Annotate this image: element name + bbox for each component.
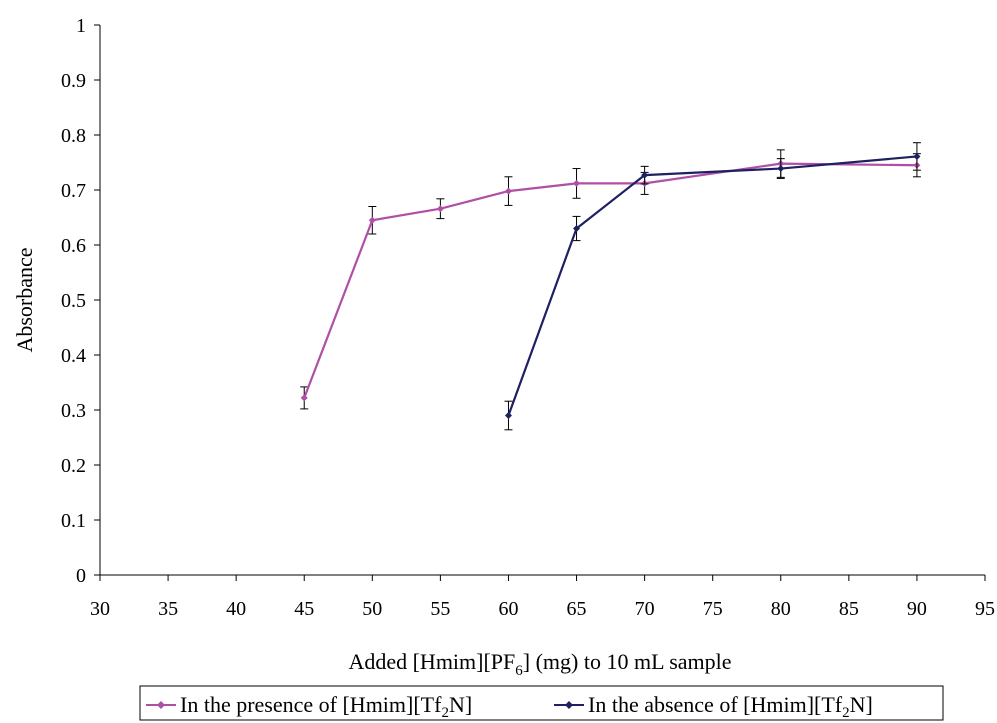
y-axis-ticks: 0 0.1 0.2 0.3 0.4 0.5 0.6 0.7 0.8 0.9 1 xyxy=(61,15,100,587)
legend-entry-presence: In the presence of [Hmim][Tf2N] xyxy=(146,692,472,721)
legend-box xyxy=(139,685,944,721)
x-tick-label: 80 xyxy=(771,598,791,620)
x-tick-label: 85 xyxy=(839,598,859,620)
data-point-presence xyxy=(573,179,581,187)
x-tick-label: 90 xyxy=(907,598,927,620)
y-tick-label: 0.9 xyxy=(61,70,86,92)
x-tick-label: 75 xyxy=(703,598,723,620)
series-presence xyxy=(300,149,921,410)
data-point-presence xyxy=(504,187,512,195)
x-tick-label: 60 xyxy=(498,598,518,620)
x-tick-label: 55 xyxy=(430,598,450,620)
x-tick-label: 95 xyxy=(975,598,995,620)
x-tick-label: 40 xyxy=(226,598,246,620)
y-tick-label: 1 xyxy=(76,15,86,37)
x-tick-label: 65 xyxy=(567,598,587,620)
x-tick-label: 70 xyxy=(635,598,655,620)
data-point-absence xyxy=(777,165,785,173)
series-line-absence xyxy=(507,155,918,416)
data-point-presence xyxy=(436,205,444,213)
x-axis-title-prefix: Added [Hmim][PF xyxy=(348,649,515,674)
y-tick-label: 0.1 xyxy=(61,510,86,532)
y-axis-title: Absorbance xyxy=(12,247,37,352)
data-point-presence xyxy=(368,216,376,224)
chart-axes xyxy=(99,25,985,576)
y-tick-label: 0.6 xyxy=(61,235,86,257)
x-tick-label: 30 xyxy=(90,598,110,620)
legend-label-absence: In the absence of [Hmim][Tf2N] xyxy=(588,692,873,721)
series-layer xyxy=(300,142,921,431)
legend-entry-absence: In the absence of [Hmim][Tf2N] xyxy=(554,692,873,721)
y-tick-label: 0.5 xyxy=(61,290,86,312)
legend-label-presence: In the presence of [Hmim][Tf2N] xyxy=(180,692,472,721)
series-absence xyxy=(504,142,921,431)
y-tick-label: 0.8 xyxy=(61,125,86,147)
legend-marker-absence xyxy=(565,701,573,709)
x-axis-title-suffix: ] (mg) to 10 mL sample xyxy=(523,649,732,674)
y-tick-label: 0 xyxy=(76,565,86,587)
x-axis-title-subscript: 6 xyxy=(515,663,523,679)
data-point-absence xyxy=(504,412,512,419)
y-tick-label: 0.4 xyxy=(61,345,86,367)
legend: In the presence of [Hmim][Tf2N] In the a… xyxy=(139,685,944,721)
data-point-absence xyxy=(573,225,581,232)
data-point-presence xyxy=(300,394,308,402)
y-tick-label: 0.2 xyxy=(61,455,86,477)
x-tick-label: 45 xyxy=(294,598,314,620)
x-axis-ticks: 30 35 40 45 50 55 60 65 70 75 80 85 90 95 xyxy=(90,575,995,620)
y-tick-label: 0.7 xyxy=(61,180,86,202)
x-axis-title: Added [Hmim][PF6] (mg) to 10 mL sample xyxy=(348,649,731,679)
x-tick-label: 35 xyxy=(158,598,178,620)
data-point-absence xyxy=(913,152,921,160)
data-point-absence xyxy=(641,171,649,179)
x-tick-label: 50 xyxy=(362,598,382,620)
series-line-presence xyxy=(303,162,917,399)
y-tick-label: 0.3 xyxy=(61,400,86,422)
legend-marker-presence xyxy=(157,701,165,709)
